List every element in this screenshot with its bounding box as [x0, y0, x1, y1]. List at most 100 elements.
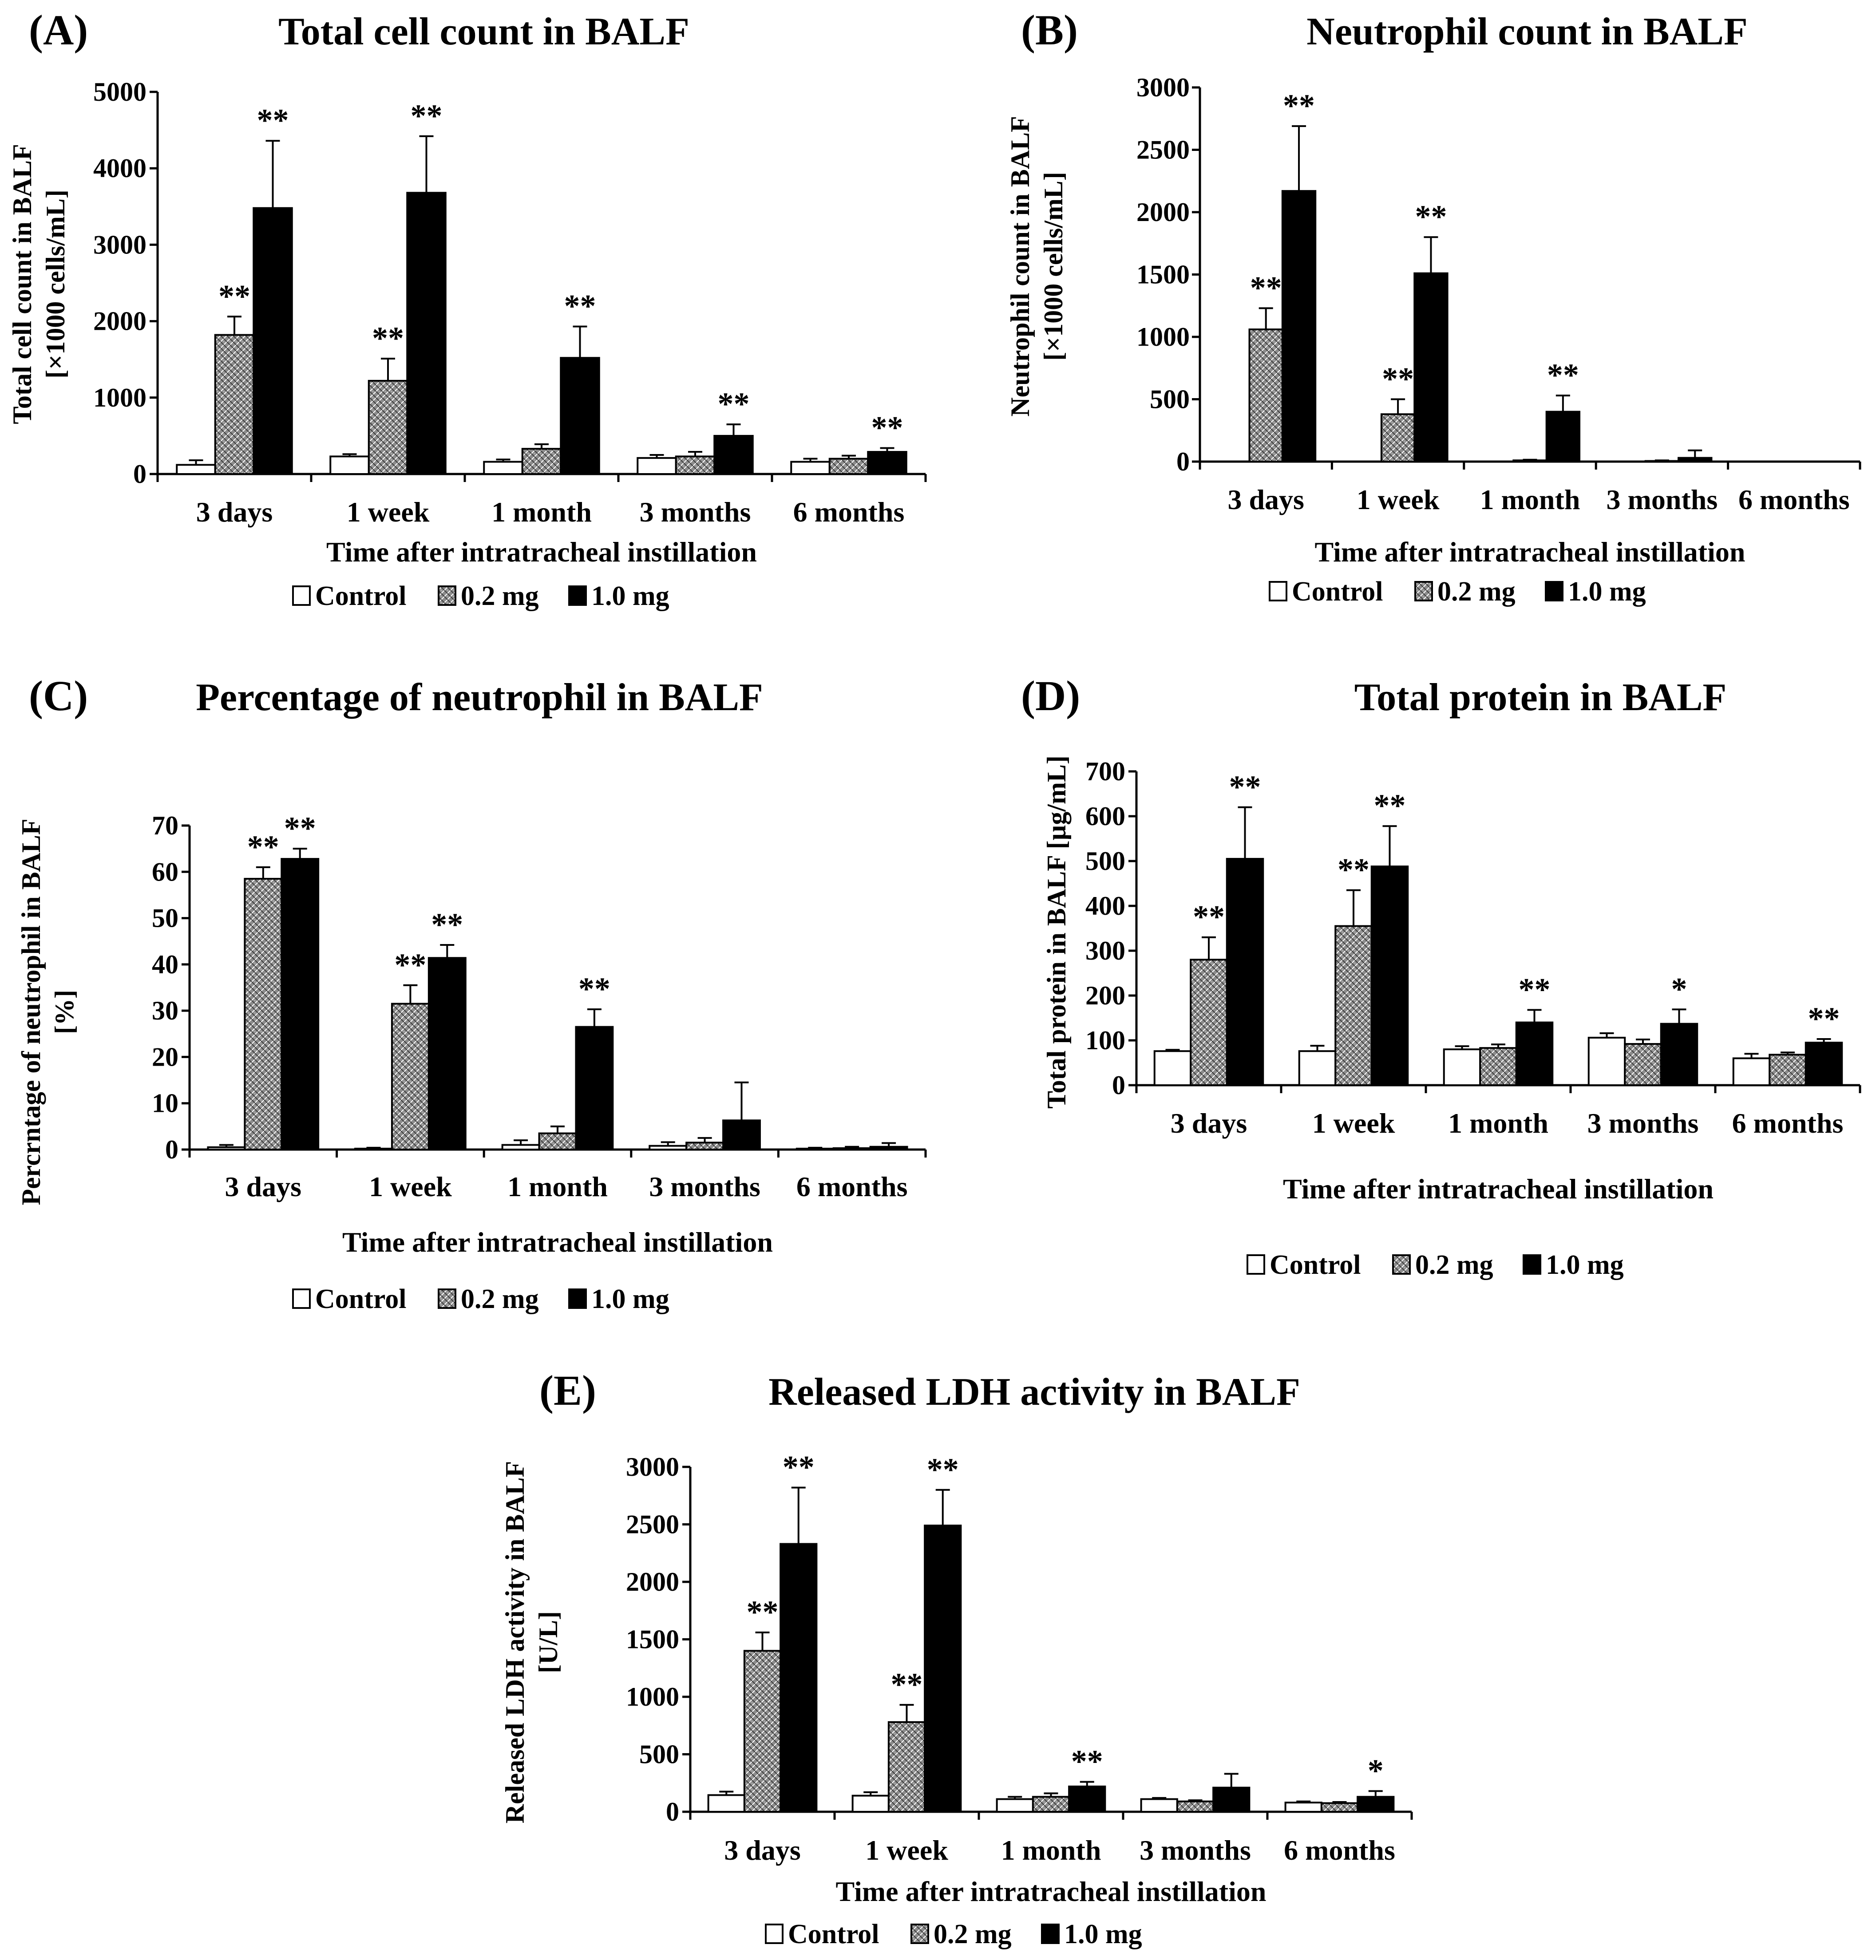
bar-low — [1032, 1796, 1070, 1813]
bar-low — [832, 1147, 871, 1150]
bar-high — [1212, 1786, 1251, 1813]
legend-label: 0.2 mg — [934, 1919, 1012, 1949]
bar-low — [538, 1132, 577, 1150]
significance-marker: * — [1368, 1753, 1384, 1788]
bar-low — [1624, 1043, 1662, 1087]
y-tick-label: 500 — [1085, 846, 1125, 876]
y-tick-label: 40 — [152, 950, 178, 979]
significance-marker: ** — [1250, 270, 1282, 305]
bar-control — [707, 1794, 745, 1813]
legend-swatch-control — [1269, 581, 1287, 601]
panel-c: (C) Percentage of neutrophil in BALF 0 10 20… — [16, 672, 927, 1314]
bar-high — [1281, 190, 1317, 463]
panel-a: (A) Total cell count in BALF 0 1000 2000 3000… — [8, 6, 927, 611]
significance-marker: ** — [257, 103, 289, 138]
bar-control — [996, 1798, 1034, 1813]
y-tick-label: 0 — [1112, 1071, 1125, 1100]
legend-swatch-low — [438, 1288, 456, 1309]
panel-letter: (B) — [1021, 6, 1078, 54]
bar-low — [1320, 1802, 1359, 1813]
y-tick-label: 200 — [1085, 981, 1125, 1010]
y-axis-label: [×1000 cells/mL] — [41, 190, 70, 379]
panel-letter: (A) — [29, 6, 88, 54]
y-tick-label: 0 — [133, 459, 146, 489]
bar-control — [1443, 1048, 1481, 1086]
y-tick-label: 700 — [1085, 757, 1125, 786]
legend-label: 0.2 mg — [1437, 577, 1516, 607]
x-tick-label: 6 months — [793, 496, 905, 528]
significance-marker: ** — [871, 410, 903, 445]
significance-marker: ** — [1338, 852, 1369, 888]
bar-control — [1284, 1802, 1322, 1813]
bar-low — [1479, 1047, 1517, 1086]
bar-high — [1226, 858, 1264, 1086]
significance-marker: ** — [1283, 88, 1315, 123]
y-tick-label: 4000 — [93, 154, 146, 183]
y-tick-label: 1000 — [1136, 322, 1190, 352]
bar-high — [867, 451, 907, 475]
x-tick-label: 3 months — [1607, 484, 1718, 515]
x-tick-label: 1 week — [1312, 1107, 1395, 1139]
bar-high — [1515, 1021, 1554, 1087]
significance-marker: ** — [411, 98, 443, 134]
y-axis-label: Total protein in BALF [µg/mL] — [1042, 755, 1071, 1109]
legend-label: 1.0 mg — [591, 581, 669, 611]
bar-control — [1140, 1798, 1178, 1813]
y-axis-label: Neutrophil count in BALF — [1005, 116, 1035, 416]
significance-marker: ** — [1547, 357, 1579, 393]
y-axis-label: [U/L] — [534, 1611, 563, 1673]
y-tick-label: 0 — [165, 1135, 178, 1164]
bar-high — [1678, 457, 1713, 462]
significance-marker: ** — [284, 810, 316, 846]
x-axis-label: Time after intratracheal instillation — [1283, 1173, 1714, 1205]
legend-label: Control — [788, 1919, 879, 1949]
y-tick-label: 300 — [1085, 936, 1125, 965]
bar-high — [575, 1026, 614, 1150]
significance-marker: ** — [1382, 361, 1414, 397]
bar-high — [924, 1525, 962, 1813]
y-tick-label: 70 — [152, 811, 178, 840]
bar-control — [1153, 1050, 1192, 1086]
significance-marker: ** — [718, 386, 750, 422]
x-tick-label: 1 month — [491, 496, 592, 528]
significance-marker: ** — [1374, 788, 1406, 823]
bar-low — [685, 1142, 724, 1151]
bar-control — [790, 461, 831, 475]
significance-marker: * — [1671, 971, 1687, 1007]
bar-control — [1732, 1057, 1771, 1086]
x-tick-label: 1 week — [1357, 484, 1440, 515]
chart-title: Percentage of neutrophil in BALF — [196, 676, 763, 719]
bar-high — [406, 192, 447, 475]
y-tick-label: 2500 — [626, 1510, 679, 1539]
x-axis-label: Time after intratracheal instillation — [836, 1876, 1266, 1907]
y-tick-label: 500 — [639, 1740, 679, 1769]
x-tick-label: 1 month — [1480, 484, 1580, 515]
x-axis-label: Time after intratracheal instillation — [326, 536, 757, 568]
x-tick-label: 6 months — [1738, 484, 1850, 515]
legend-swatch-control — [765, 1924, 784, 1944]
significance-marker: ** — [747, 1594, 779, 1630]
y-tick-label: 5000 — [93, 77, 146, 107]
y-tick-label: 30 — [152, 996, 178, 1025]
y-tick-label: 2000 — [626, 1567, 679, 1596]
y-tick-label: 60 — [152, 857, 178, 886]
legend-swatch-low — [910, 1924, 929, 1944]
significance-marker: ** — [1193, 899, 1225, 935]
x-axis-label: Time after intratracheal instillation — [342, 1226, 773, 1258]
legend-label: 0.2 mg — [461, 1284, 539, 1314]
bar-low — [1248, 328, 1283, 462]
bar-low — [1769, 1054, 1807, 1087]
y-tick-label: 0 — [666, 1797, 679, 1826]
panel-letter: (D) — [1021, 672, 1080, 719]
y-tick-label: 400 — [1085, 891, 1125, 921]
bar-low — [244, 877, 283, 1150]
legend-swatch-control — [292, 1288, 311, 1309]
bar-high — [1660, 1023, 1698, 1086]
panel-e: (E) Released LDH activity in BALF 0 500 1000… — [500, 1367, 1413, 1949]
significance-marker: ** — [1071, 1744, 1103, 1779]
legend-swatch-low — [1392, 1254, 1411, 1275]
y-tick-label: 1500 — [626, 1625, 679, 1654]
bar-control — [483, 461, 523, 475]
bar-control — [796, 1147, 835, 1151]
significance-marker: ** — [578, 971, 610, 1007]
